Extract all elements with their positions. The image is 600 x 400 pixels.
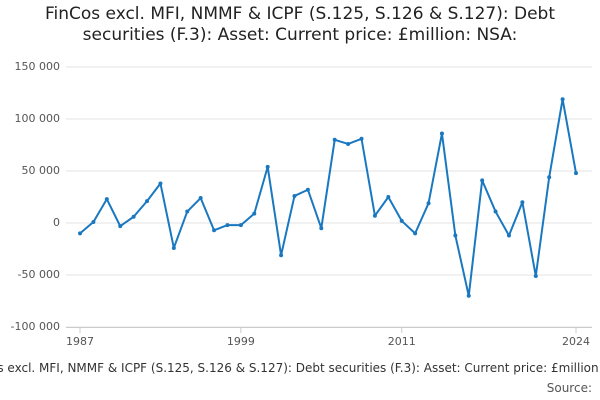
data-point: [319, 226, 324, 231]
data-point: [346, 141, 351, 146]
data-point: [547, 175, 552, 180]
y-tick-label: 100 000: [15, 112, 61, 125]
data-point: [185, 209, 190, 214]
data-point: [292, 193, 297, 198]
data-point: [533, 274, 538, 279]
data-point: [145, 199, 150, 204]
chart: -100 000 -50 000 0 50 000 100 000 150 000 1987…: [11, 60, 592, 348]
data-point: [493, 209, 498, 214]
data-point: [212, 228, 217, 233]
x-tick-label: 2011: [388, 335, 416, 348]
y-tick-label: 0: [53, 216, 60, 229]
y-tick-label: 50 000: [22, 164, 61, 177]
data-point: [506, 233, 511, 238]
data-point: [171, 245, 176, 250]
data-point: [118, 224, 123, 229]
data-point: [574, 171, 578, 176]
data-point: [104, 197, 109, 202]
caption: FinCos excl. MFI, NMMF & ICPF (S.125, S.…: [0, 361, 600, 379]
data-point: [238, 223, 243, 228]
chart-title: FinCos excl. MFI, NMMF & ICPF (S.125, S.…: [44, 4, 556, 45]
data-point: [399, 218, 404, 223]
data-point: [480, 178, 485, 183]
data-point: [158, 181, 163, 186]
x-tick-label: 1999: [227, 335, 255, 348]
data-point: [279, 253, 284, 258]
x-tick-label: 1987: [66, 335, 94, 348]
data-point: [332, 137, 337, 142]
source: Source:: [546, 381, 592, 395]
data-point: [426, 201, 431, 206]
data-point: [265, 164, 270, 169]
data-point: [372, 213, 377, 218]
caption-text: FinCos excl. MFI, NMMF & ICPF (S.125, S.…: [0, 361, 600, 375]
data-point: [439, 131, 444, 136]
data-point: [413, 231, 418, 236]
data-point: [466, 293, 471, 298]
data-point: [78, 231, 82, 236]
data-point: [520, 200, 525, 205]
data-point: [131, 214, 136, 219]
data-point: [305, 187, 310, 192]
data-point: [91, 219, 96, 224]
data-line: [79, 98, 577, 297]
data-point: [386, 195, 391, 199]
data-point: [225, 223, 230, 228]
y-tick-label: 150 000: [15, 60, 61, 73]
data-point: [560, 97, 565, 102]
y-tick-label: -100 000: [11, 320, 60, 333]
data-point: [198, 196, 203, 201]
data-point: [453, 233, 458, 238]
data-point: [252, 211, 257, 216]
y-tick-label: -50 000: [18, 268, 60, 281]
data-point: [359, 136, 364, 141]
x-tick-label: 2024: [562, 335, 590, 348]
